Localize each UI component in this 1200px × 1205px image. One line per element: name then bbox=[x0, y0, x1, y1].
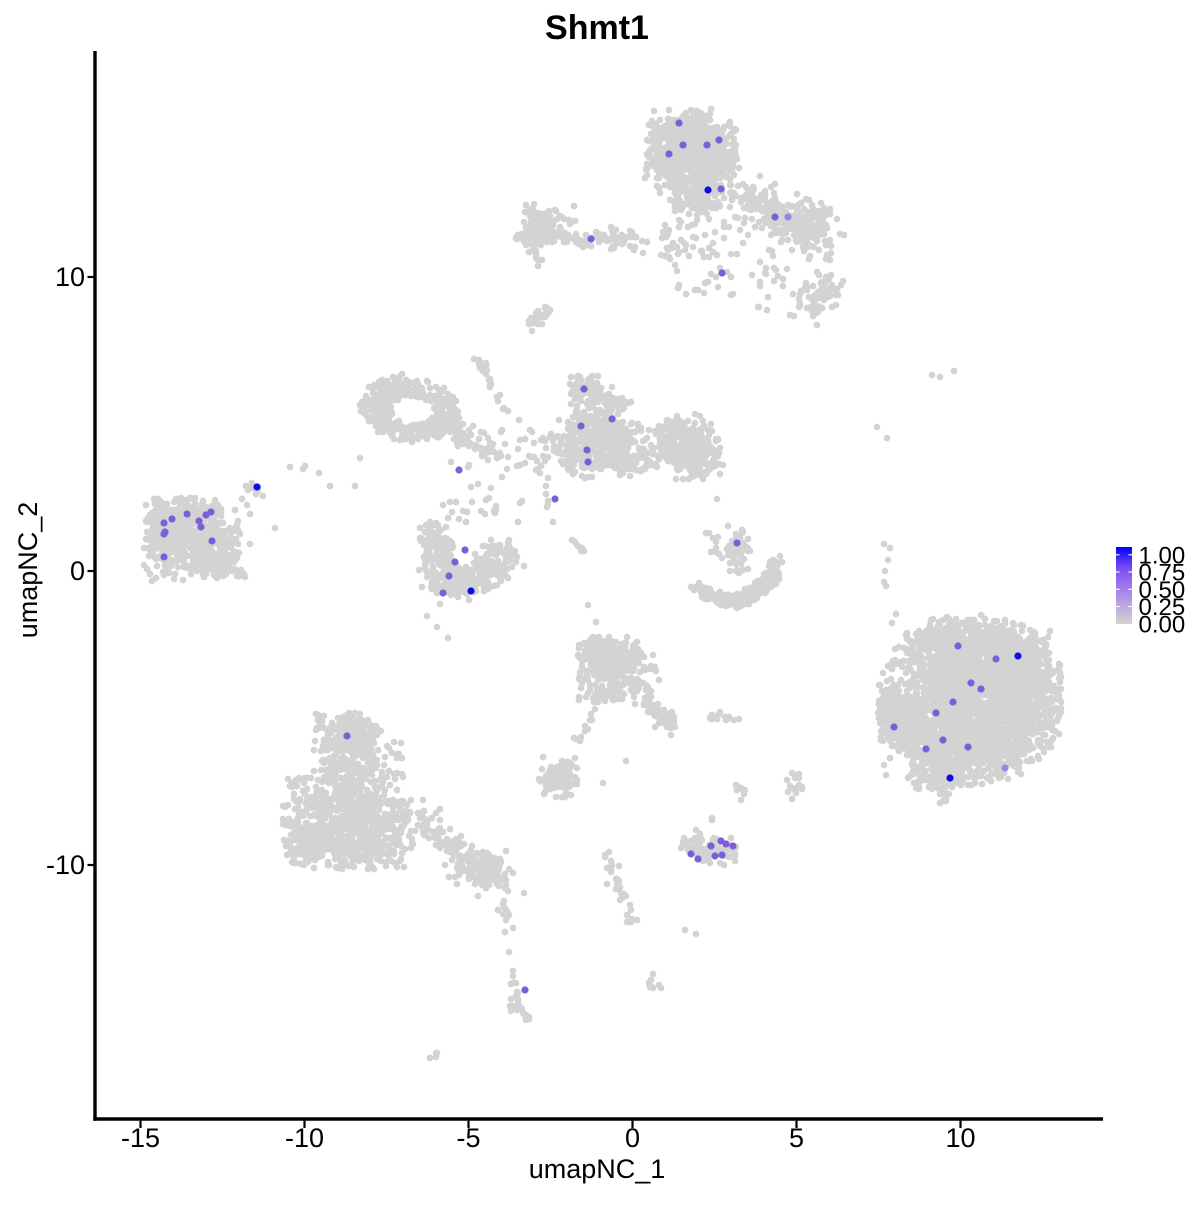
svg-text:-5: -5 bbox=[456, 1123, 480, 1153]
svg-text:0: 0 bbox=[70, 556, 85, 586]
svg-text:0.50: 0.50 bbox=[1139, 577, 1186, 604]
svg-text:0: 0 bbox=[625, 1123, 640, 1153]
svg-text:0.00: 0.00 bbox=[1139, 612, 1186, 639]
svg-text:-10: -10 bbox=[46, 850, 85, 880]
svg-text:10: 10 bbox=[945, 1123, 975, 1153]
svg-text:1.00: 1.00 bbox=[1139, 543, 1186, 570]
svg-text:-10: -10 bbox=[285, 1123, 324, 1153]
svg-text:umapNC_2: umapNC_2 bbox=[13, 502, 43, 639]
svg-text:5: 5 bbox=[789, 1123, 804, 1153]
svg-text:Shmt1: Shmt1 bbox=[545, 9, 649, 47]
svg-text:-15: -15 bbox=[121, 1123, 160, 1153]
svg-text:0.25: 0.25 bbox=[1139, 594, 1186, 621]
svg-text:10: 10 bbox=[55, 262, 85, 292]
svg-text:0.75: 0.75 bbox=[1139, 560, 1186, 587]
svg-text:umapNC_1: umapNC_1 bbox=[529, 1154, 666, 1184]
